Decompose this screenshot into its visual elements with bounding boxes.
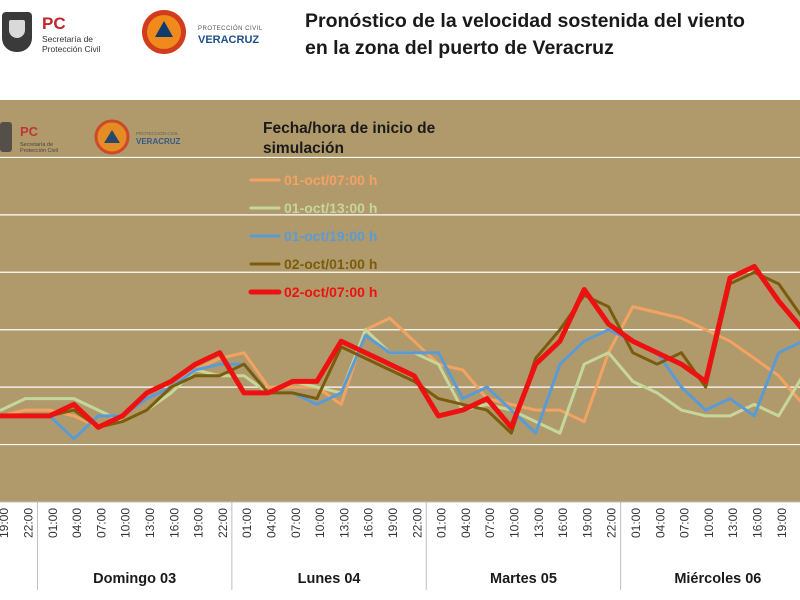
veracruz-logo-line1: PROTECCIÓN CIVIL <box>198 26 263 32</box>
legend-title-line1: Fecha/hora de inicio de <box>263 120 436 137</box>
x-tick-label: 16:00 <box>750 508 764 538</box>
x-tick-label: 10:00 <box>702 508 716 538</box>
x-tick-label: 19:00 <box>0 508 11 538</box>
x-tick-label: 07:00 <box>483 508 497 538</box>
x-tick-label: 01:00 <box>435 508 449 538</box>
watermark-veracruz-line1: PROTECCIÓN CIVIL <box>136 130 179 136</box>
x-tick-label: 10:00 <box>119 508 133 538</box>
x-tick-label: 13:00 <box>532 508 546 538</box>
x-tick-label: 01:00 <box>240 508 254 538</box>
civil-protection-triangle-icon <box>142 10 186 54</box>
legend-label-4: 02-oct/01:00 h <box>284 256 377 272</box>
day-label: Martes 05 <box>490 571 557 587</box>
series-line-5 <box>0 264 800 430</box>
x-tick-label: 07:00 <box>94 508 108 538</box>
pc-logo-line1: Secretaría de <box>42 34 94 44</box>
x-tick-label: 16:00 <box>556 508 570 538</box>
x-tick-label: 19:00 <box>580 508 594 538</box>
x-tick-label: 07:00 <box>678 508 692 538</box>
plot-area <box>0 100 800 502</box>
watermark-pc-name: PC <box>20 124 39 139</box>
pc-logo-subtitle: Secretaría de Protección Civil <box>42 34 101 54</box>
pc-logo-line2: Protección Civil <box>42 44 101 54</box>
legend-title-line2: simulación <box>263 140 344 157</box>
watermark-pc-line2: Protección Civil <box>20 148 58 154</box>
pc-logo: PC Secretaría de Protección Civil <box>0 10 120 58</box>
day-label: Lunes 04 <box>298 571 361 587</box>
x-tick-label: 01:00 <box>46 508 60 538</box>
chart-title-line2: en la zona del puerto de Veracruz <box>305 37 614 59</box>
x-tick-label: 10:00 <box>507 508 521 538</box>
x-tick-label: 19:00 <box>386 508 400 538</box>
x-tick-label: 04:00 <box>264 508 278 538</box>
legend-label-5: 02-oct/07:00 h <box>284 284 377 300</box>
legend-label-2: 01-oct/13:00 h <box>284 200 377 216</box>
x-tick-label: 22:00 <box>216 508 230 538</box>
chart-title-line1: Pronóstico de la velocidad sostenida del… <box>305 10 745 32</box>
x-tick-label: 10:00 <box>313 508 327 538</box>
x-tick-label: 19:00 <box>775 508 789 538</box>
series-line-2 <box>0 328 800 435</box>
x-tick-label: 13:00 <box>726 508 740 538</box>
x-tick-label: 07:00 <box>289 508 303 538</box>
state-shield-icon <box>2 12 32 52</box>
watermark-shield-icon <box>0 122 12 152</box>
legend-label-1: 01-oct/07:00 h <box>284 172 377 188</box>
x-tick-label: 22:00 <box>21 508 35 538</box>
watermark-triangle-icon <box>104 130 120 143</box>
day-label: Domingo 03 <box>93 571 176 587</box>
x-tick-label: 19:00 <box>192 508 206 538</box>
x-tick-label: 04:00 <box>459 508 473 538</box>
header: PC Secretaría de Protección Civil PROTEC… <box>0 0 800 100</box>
pc-logo-name: PC <box>42 14 66 33</box>
legend-label-3: 01-oct/19:00 h <box>284 228 377 244</box>
veracruz-logo-line2: VERACRUZ <box>198 34 260 46</box>
x-tick-label: 16:00 <box>167 508 181 538</box>
series-line-4 <box>0 270 800 435</box>
x-tick-label: 01:00 <box>629 508 643 538</box>
day-label: Miércoles 06 <box>674 571 761 587</box>
legend: Fecha/hora de inicio de simulación 01-oct/… <box>248 120 436 300</box>
x-tick-label: 13:00 <box>143 508 157 538</box>
chart-title: Pronóstico de la velocidad sostenida del… <box>305 8 800 62</box>
x-tick-label: 22:00 <box>410 508 424 538</box>
watermark-veracruz-line2: VERACRUZ <box>136 137 181 146</box>
watermark-pc-line1: Secretaría de <box>20 142 53 148</box>
x-tick-label: 04:00 <box>70 508 84 538</box>
x-tick-label: 04:00 <box>653 508 667 538</box>
veracruz-logo: PROTECCIÓN CIVIL VERACRUZ <box>142 10 267 56</box>
x-tick-label: 22:00 <box>605 508 619 538</box>
x-tick-label: 16:00 <box>362 508 376 538</box>
x-tick-label: 13:00 <box>337 508 351 538</box>
